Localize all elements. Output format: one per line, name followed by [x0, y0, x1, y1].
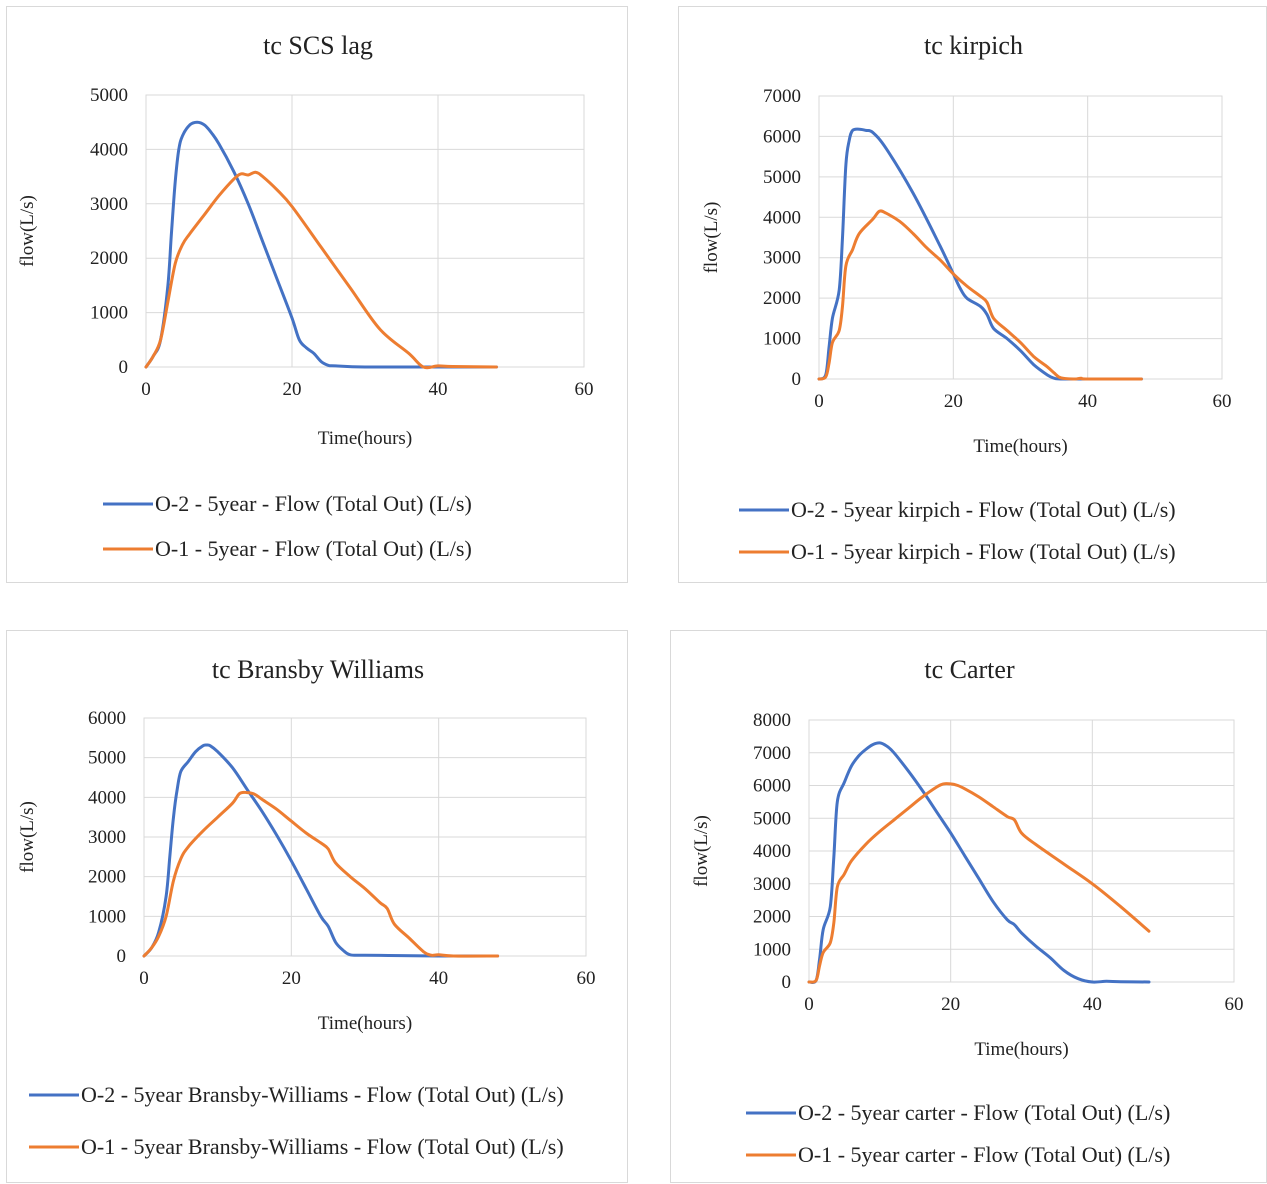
y-tick-label: 1000 — [763, 329, 801, 350]
x-tick-label: 20 — [941, 994, 960, 1015]
chart-panel-carter: tc Carter 0 1000 2000 3000 4000 5000 6000 7000 80… — [670, 630, 1267, 1183]
y-tick-label: 5000 — [753, 808, 791, 829]
chart-title: tc kirpich — [924, 31, 1023, 60]
x-tick-label: 40 — [1083, 994, 1102, 1015]
y-tick-label: 1000 — [753, 939, 791, 960]
y-tick-label: 2000 — [90, 248, 128, 269]
y-tick-label: 0 — [119, 357, 129, 378]
y-axis-label: flow(L/s) — [17, 801, 38, 873]
legend-entry: O-2 - 5year kirpich - Flow (Total Out) (… — [791, 497, 1176, 522]
x-axis-label: Time(hours) — [318, 428, 412, 449]
y-tick-label: 0 — [792, 369, 802, 390]
y-tick-label: 7000 — [753, 743, 791, 764]
x-tick-label: 40 — [429, 379, 448, 400]
plot-area — [818, 95, 1223, 380]
y-tick-label: 1000 — [88, 906, 126, 927]
x-axis-label: Time(hours) — [973, 436, 1067, 457]
y-tick-label: 6000 — [753, 776, 791, 797]
chart-panel-scs-lag: tc SCS lag 0 1000 2000 3000 4000 5000 0 20 40 60 Ti… — [6, 6, 628, 583]
x-tick-label: 0 — [804, 994, 814, 1015]
x-tick-label: 60 — [577, 968, 596, 989]
x-tick-label: 20 — [282, 968, 301, 989]
chart-panel-kirpich: tc kirpich 0 1000 2000 3000 4000 5000 6000 7000 0… — [678, 6, 1267, 583]
legend-entry: O-1 - 5year kirpich - Flow (Total Out) (… — [791, 539, 1176, 564]
x-tick-label: 40 — [429, 968, 448, 989]
y-tick-label: 2000 — [88, 867, 126, 888]
y-axis-label: flow(L/s) — [17, 195, 38, 267]
y-tick-label: 5000 — [88, 748, 126, 769]
series-line-o1 — [144, 170, 498, 370]
x-tick-label: 60 — [575, 379, 594, 400]
y-axis-label: flow(L/s) — [701, 202, 722, 274]
series-line-o2 — [817, 127, 1143, 381]
x-tick-label: 0 — [814, 391, 824, 412]
legend-entry: O-2 - 5year carter - Flow (Total Out) (L… — [798, 1100, 1170, 1125]
series-line-o2 — [807, 741, 1151, 985]
chart-svg: tc SCS lag 0 1000 2000 3000 4000 5000 0 20 40 60 Ti… — [17, 31, 594, 561]
chart-title: tc SCS lag — [263, 31, 373, 60]
x-axis-label: Time(hours) — [318, 1013, 412, 1034]
x-tick-label: 40 — [1078, 391, 1097, 412]
y-tick-label: 5000 — [763, 167, 801, 188]
y-tick-label: 6000 — [763, 126, 801, 147]
x-tick-label: 20 — [944, 391, 963, 412]
legend-entry: O-1 - 5year Bransby-Williams - Flow (Tot… — [81, 1134, 564, 1159]
legend-entry: O-1 - 5year - Flow (Total Out) (L/s) — [155, 536, 472, 561]
y-tick-label: 2000 — [753, 907, 791, 928]
y-tick-label: 3000 — [753, 874, 791, 895]
y-tick-label: 3000 — [90, 194, 128, 215]
chart-svg: tc Bransby Williams 0 1000 2000 3000 4000 5000… — [17, 655, 596, 1159]
y-tick-label: 1000 — [90, 303, 128, 324]
x-tick-label: 0 — [141, 379, 151, 400]
chart-title: tc Carter — [924, 655, 1015, 684]
y-tick-label: 6000 — [88, 708, 126, 729]
plot-area — [808, 719, 1235, 983]
y-tick-label: 2000 — [763, 288, 801, 309]
chart-svg: tc kirpich 0 1000 2000 3000 4000 5000 6000 7000 0… — [701, 31, 1232, 564]
legend-entry: O-1 - 5year carter - Flow (Total Out) (L… — [798, 1142, 1170, 1167]
x-axis-label: Time(hours) — [974, 1039, 1068, 1060]
series-line-o1 — [142, 790, 500, 958]
y-axis-label: flow(L/s) — [691, 815, 712, 887]
chart-title: tc Bransby Williams — [212, 655, 424, 684]
y-tick-label: 5000 — [90, 85, 128, 106]
chart-svg: tc Carter 0 1000 2000 3000 4000 5000 6000 7000 80… — [691, 655, 1244, 1167]
x-tick-label: 20 — [283, 379, 302, 400]
series-line-o1 — [807, 782, 1151, 984]
legend-entry: O-2 - 5year - Flow (Total Out) (L/s) — [155, 491, 472, 516]
series-line-o2 — [142, 743, 500, 958]
y-tick-label: 3000 — [763, 248, 801, 269]
legend-entry: O-2 - 5year Bransby-Williams - Flow (Tot… — [81, 1082, 564, 1107]
y-tick-label: 3000 — [88, 827, 126, 848]
y-tick-label: 0 — [782, 972, 792, 993]
chart-panel-bransby-williams: tc Bransby Williams 0 1000 2000 3000 4000 5000… — [6, 630, 628, 1183]
y-tick-label: 8000 — [753, 710, 791, 731]
y-tick-label: 4000 — [763, 207, 801, 228]
series-line-o2 — [144, 120, 498, 369]
plot-area — [145, 94, 585, 368]
x-tick-label: 0 — [139, 968, 149, 989]
y-tick-label: 4000 — [753, 841, 791, 862]
x-tick-label: 60 — [1213, 391, 1232, 412]
y-tick-label: 4000 — [88, 787, 126, 808]
y-tick-label: 0 — [117, 946, 127, 967]
y-tick-label: 4000 — [90, 139, 128, 160]
y-tick-label: 7000 — [763, 86, 801, 107]
x-tick-label: 60 — [1225, 994, 1244, 1015]
series-line-o1 — [817, 209, 1143, 381]
